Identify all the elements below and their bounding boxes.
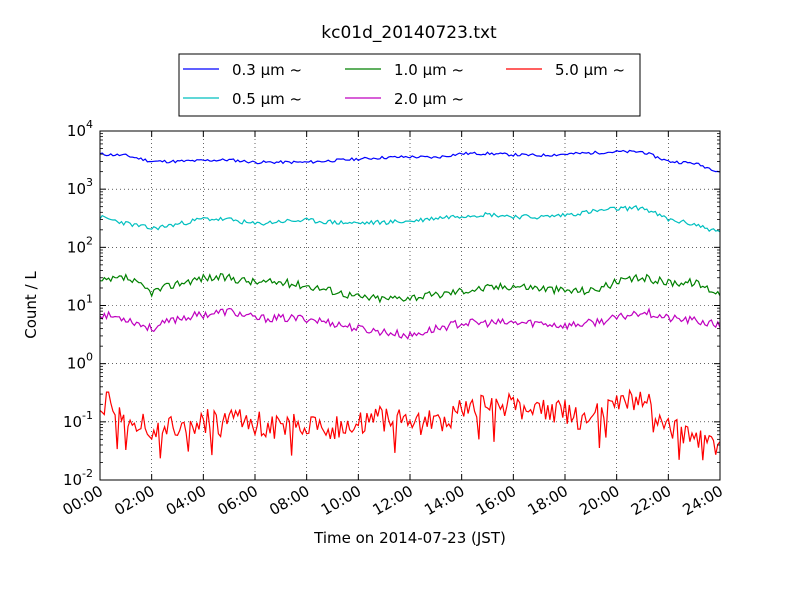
legend-label-3: 2.0 μm ~ — [394, 90, 464, 108]
legend-label-4: 5.0 μm ~ — [555, 61, 625, 79]
axis-ticks — [99, 130, 721, 481]
legend-box — [178, 53, 641, 117]
series-line-1 — [100, 204, 720, 233]
legend-label-2: 1.0 μm ~ — [394, 61, 464, 79]
legend-label-1: 0.5 μm ~ — [232, 90, 302, 108]
series-line-3 — [100, 307, 720, 340]
series-line-0 — [100, 149, 720, 173]
y-axis-label: Count / L — [22, 271, 40, 339]
plot-area — [100, 149, 720, 461]
legend-label-0: 0.3 μm ~ — [232, 61, 302, 79]
series-line-2 — [100, 273, 720, 304]
series-line-4 — [100, 388, 720, 461]
grid-lines — [100, 131, 720, 480]
chart-title: kc01d_20140723.txt — [321, 23, 497, 43]
x-axis-label: Time on 2014-07-23 (JST) — [313, 529, 506, 547]
legend: 0.3 μm ~ 0.5 μm ~ 1.0 μm ~ 2.0 μm ~ 5.0 μm ~ — [178, 53, 641, 117]
